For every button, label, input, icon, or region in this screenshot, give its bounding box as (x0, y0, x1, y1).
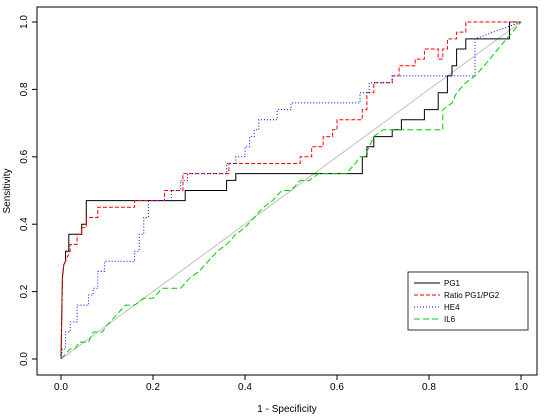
x-tick-label: 0.6 (330, 382, 344, 393)
series-line-il6 (60, 21, 522, 360)
x-axis-label: 1 - Specificity (257, 404, 316, 415)
x-tick-label: 0.2 (146, 382, 160, 393)
y-tick-label: 0.0 (19, 352, 30, 366)
y-axis: 0.0 0.2 0.4 0.6 0.8 1.0 (19, 15, 38, 366)
y-tick-label: 0.4 (19, 217, 30, 231)
y-tick-label: 0.6 (19, 149, 30, 163)
y-axis-label: Sensitivity (2, 168, 13, 213)
y-tick-label: 0.2 (19, 284, 30, 298)
y-tick-label: 0.8 (19, 82, 30, 96)
legend-box (407, 271, 529, 331)
legend: PG1 Ratio PG1/PG2 HE4 IL6 (407, 271, 529, 331)
x-tick-label: 0.4 (238, 382, 252, 393)
x-axis: 0.0 0.2 0.4 0.6 0.8 1.0 (54, 374, 528, 393)
series-line-pg1 (60, 21, 521, 360)
legend-label: HE4 (444, 303, 460, 312)
y-tick-label: 1.0 (19, 15, 30, 29)
legend-label: Ratio PG1/PG2 (444, 291, 500, 300)
series-layer (60, 21, 522, 360)
legend-label: IL6 (444, 315, 456, 324)
x-tick-label: 0.0 (54, 382, 68, 393)
series-line-he4 (60, 21, 522, 360)
legend-label: PG1 (444, 279, 461, 288)
x-tick-label: 1.0 (514, 382, 528, 393)
series-line-ratio-pg1-pg2 (60, 21, 521, 360)
x-tick-label: 0.8 (422, 382, 436, 393)
